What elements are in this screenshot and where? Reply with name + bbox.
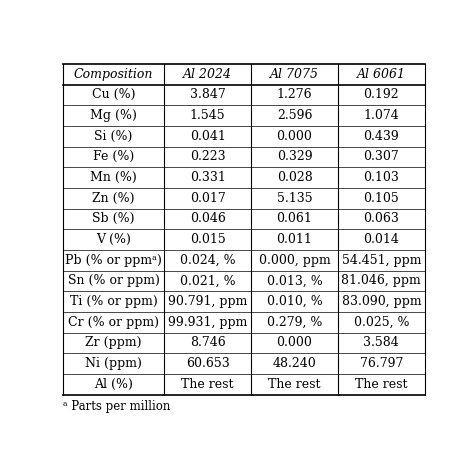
Text: 0.000: 0.000 bbox=[276, 337, 312, 349]
Text: The rest: The rest bbox=[355, 378, 408, 391]
Text: Zn (%): Zn (%) bbox=[92, 192, 135, 205]
Text: Mg (%): Mg (%) bbox=[90, 109, 137, 122]
Text: 0.013, %: 0.013, % bbox=[267, 274, 322, 287]
Text: 0.021, %: 0.021, % bbox=[180, 274, 236, 287]
Text: 0.014: 0.014 bbox=[364, 233, 399, 246]
Text: 54.451, ppm: 54.451, ppm bbox=[342, 254, 421, 267]
Text: 3.847: 3.847 bbox=[190, 88, 226, 101]
Text: 81.046, ppm: 81.046, ppm bbox=[341, 274, 421, 287]
Text: 0.103: 0.103 bbox=[364, 171, 399, 184]
Text: Cr (% or ppm): Cr (% or ppm) bbox=[68, 316, 159, 329]
Text: 0.011: 0.011 bbox=[276, 233, 312, 246]
Text: 60.653: 60.653 bbox=[186, 357, 229, 370]
Text: ᵃ Parts per million: ᵃ Parts per million bbox=[63, 400, 170, 413]
Text: 83.090, ppm: 83.090, ppm bbox=[342, 295, 421, 308]
Text: 0.223: 0.223 bbox=[190, 151, 226, 163]
Text: 0.028: 0.028 bbox=[277, 171, 312, 184]
Text: Composition: Composition bbox=[74, 68, 153, 81]
Text: 0.041: 0.041 bbox=[190, 130, 226, 143]
Text: 0.329: 0.329 bbox=[277, 151, 312, 163]
Text: The rest: The rest bbox=[182, 378, 234, 391]
Text: 1.276: 1.276 bbox=[277, 88, 312, 101]
Text: 0.192: 0.192 bbox=[364, 88, 399, 101]
Text: Al (%): Al (%) bbox=[94, 378, 133, 391]
Text: 0.024, %: 0.024, % bbox=[180, 254, 236, 267]
Text: 3.584: 3.584 bbox=[364, 337, 399, 349]
Text: 0.307: 0.307 bbox=[364, 151, 399, 163]
Text: The rest: The rest bbox=[268, 378, 321, 391]
Text: V (%): V (%) bbox=[96, 233, 131, 246]
Text: Sn (% or ppm): Sn (% or ppm) bbox=[68, 274, 160, 287]
Text: 76.797: 76.797 bbox=[360, 357, 403, 370]
Text: Al 7075: Al 7075 bbox=[270, 68, 319, 81]
Text: 48.240: 48.240 bbox=[273, 357, 316, 370]
Text: 0.061: 0.061 bbox=[276, 212, 312, 226]
Text: 2.596: 2.596 bbox=[277, 109, 312, 122]
Text: 5.135: 5.135 bbox=[277, 192, 312, 205]
Text: 0.017: 0.017 bbox=[190, 192, 226, 205]
Text: 8.746: 8.746 bbox=[190, 337, 226, 349]
Text: 0.000: 0.000 bbox=[276, 130, 312, 143]
Text: Ni (ppm): Ni (ppm) bbox=[85, 357, 142, 370]
Text: Pb (% or ppmᵃ): Pb (% or ppmᵃ) bbox=[65, 254, 162, 267]
Text: Zr (ppm): Zr (ppm) bbox=[85, 337, 142, 349]
Text: 1.545: 1.545 bbox=[190, 109, 226, 122]
Text: Si (%): Si (%) bbox=[94, 130, 133, 143]
Text: 0.015: 0.015 bbox=[190, 233, 226, 246]
Text: 99.931, ppm: 99.931, ppm bbox=[168, 316, 247, 329]
Text: Cu (%): Cu (%) bbox=[92, 88, 136, 101]
Text: 0.046: 0.046 bbox=[190, 212, 226, 226]
Text: 0.439: 0.439 bbox=[364, 130, 399, 143]
Text: 0.063: 0.063 bbox=[364, 212, 399, 226]
Text: Al 2024: Al 2024 bbox=[183, 68, 232, 81]
Text: Mn (%): Mn (%) bbox=[90, 171, 137, 184]
Text: 0.279, %: 0.279, % bbox=[267, 316, 322, 329]
Text: 0.000, ppm: 0.000, ppm bbox=[259, 254, 330, 267]
Text: 0.105: 0.105 bbox=[364, 192, 399, 205]
Text: Al 6061: Al 6061 bbox=[357, 68, 406, 81]
Text: 1.074: 1.074 bbox=[364, 109, 399, 122]
Text: 0.025, %: 0.025, % bbox=[354, 316, 409, 329]
Text: 0.010, %: 0.010, % bbox=[267, 295, 322, 308]
Text: Fe (%): Fe (%) bbox=[93, 151, 134, 163]
Text: Ti (% or ppm): Ti (% or ppm) bbox=[70, 295, 157, 308]
Text: Sb (%): Sb (%) bbox=[92, 212, 135, 226]
Text: 90.791, ppm: 90.791, ppm bbox=[168, 295, 247, 308]
Text: 0.331: 0.331 bbox=[190, 171, 226, 184]
